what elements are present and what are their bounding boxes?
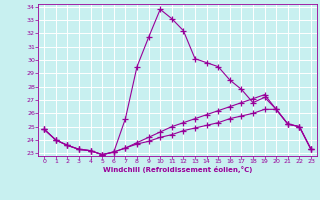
X-axis label: Windchill (Refroidissement éolien,°C): Windchill (Refroidissement éolien,°C) [103, 166, 252, 173]
